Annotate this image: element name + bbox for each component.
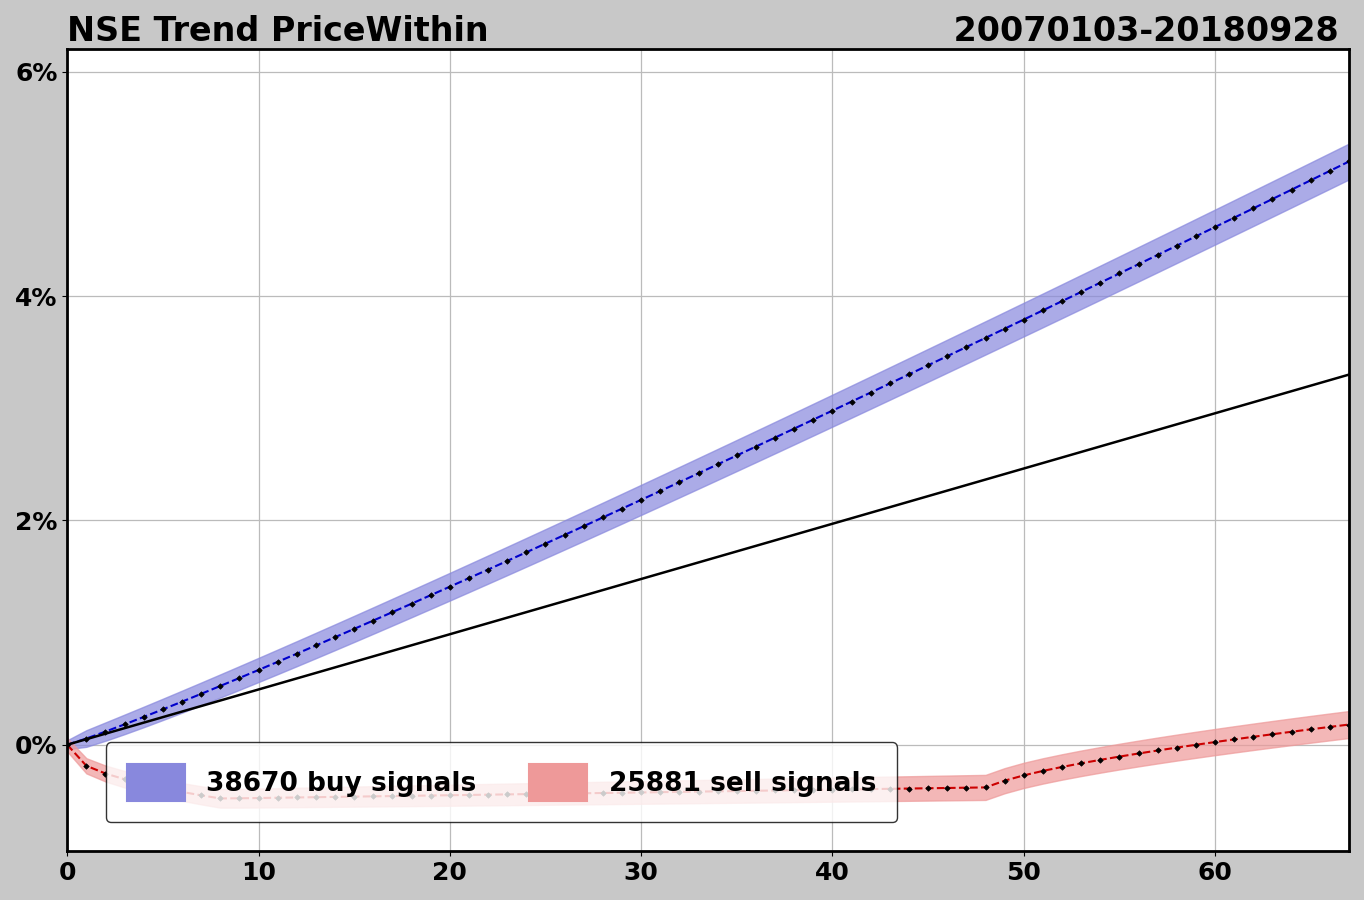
Text: NSE Trend PriceWithin                                        20070103-20180928: NSE Trend PriceWithin 20070103-20180928 (67, 15, 1339, 48)
Legend: 38670 buy signals, 25881 sell signals: 38670 buy signals, 25881 sell signals (106, 742, 898, 822)
